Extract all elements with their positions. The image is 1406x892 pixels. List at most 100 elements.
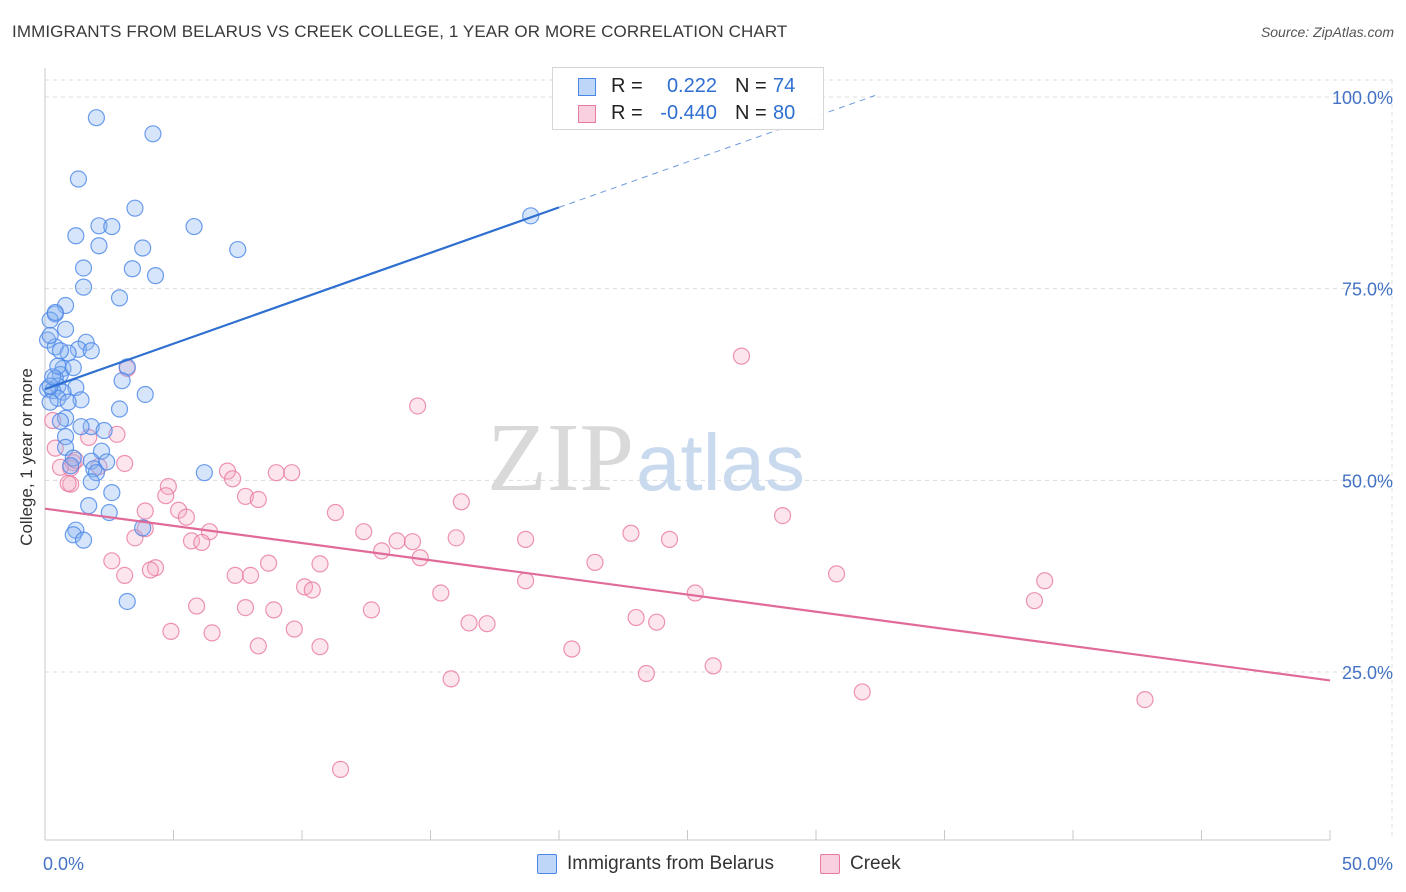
y-tick-label: 50.0%: [1342, 471, 1393, 491]
y-axis-title: College, 1 year or more: [17, 368, 36, 546]
data-point: [64, 526, 82, 544]
trendline-creek: [44, 507, 1331, 682]
tick-labels: 25.0% 50.0% 75.0% 100.0% 0.0% 50.0%: [43, 88, 1393, 874]
data-point: [627, 608, 645, 627]
data-point: [136, 385, 154, 404]
data-point: [136, 502, 154, 520]
data-point: [141, 561, 159, 579]
data-point: [226, 566, 244, 585]
data-point: [355, 523, 373, 541]
data-point: [409, 397, 427, 415]
stats-row-belarus: R = 0.222 N = 74: [553, 74, 823, 100]
data-point: [123, 260, 141, 278]
data-point: [224, 470, 242, 488]
data-point: [853, 683, 871, 701]
y-tick-label: 100.0%: [1332, 88, 1393, 108]
data-point: [116, 566, 134, 585]
data-point: [49, 357, 67, 375]
stats-r-label: R =: [611, 102, 643, 124]
data-point: [103, 217, 121, 236]
data-point: [195, 464, 213, 482]
data-point: [686, 584, 704, 602]
y-tick-label: 25.0%: [1342, 663, 1393, 683]
stats-r-value: 0.222: [666, 75, 717, 97]
data-point: [118, 592, 136, 611]
x-tick-label-max: 50.0%: [1342, 854, 1393, 874]
stats-swatch-blue: [578, 78, 596, 96]
data-point: [236, 598, 255, 617]
data-point: [56, 409, 75, 427]
data-point: [103, 484, 121, 502]
data-point: [478, 615, 496, 633]
data-point: [69, 170, 88, 188]
data-point: [157, 487, 175, 505]
data-point: [62, 457, 80, 475]
stats-n-label: N =: [735, 75, 767, 97]
data-point: [87, 464, 106, 482]
data-point: [326, 503, 345, 522]
data-point: [331, 760, 350, 778]
trendline-belarus: [44, 206, 560, 391]
data-point: [116, 454, 134, 473]
data-point: [126, 199, 144, 217]
data-point: [146, 267, 165, 285]
data-point: [51, 342, 70, 360]
data-point: [773, 506, 792, 525]
data-point: [827, 565, 846, 583]
chart-source: Source: ZipAtlas.com: [1260, 24, 1394, 40]
data-point: [1036, 572, 1054, 590]
creek-points: [44, 347, 1154, 778]
stats-n-label: N =: [735, 102, 767, 124]
data-point: [648, 613, 666, 631]
data-point: [285, 620, 303, 638]
data-point: [362, 601, 380, 619]
data-point: [46, 303, 64, 322]
data-point: [74, 531, 93, 549]
data-point: [64, 359, 82, 377]
legend-swatch-blue: [537, 854, 557, 874]
data-point: [516, 572, 535, 590]
data-point: [41, 393, 59, 411]
stats-swatch-pink: [578, 105, 596, 123]
stats-r-label: R =: [611, 75, 643, 97]
data-point: [103, 552, 121, 570]
x-tick-label-min: 0.0%: [43, 854, 84, 874]
legend: Immigrants from Belarus Creek: [0, 852, 1406, 878]
data-point: [144, 125, 162, 143]
data-point: [72, 391, 90, 409]
data-point: [51, 412, 70, 430]
stats-r-value: -0.440: [660, 102, 717, 124]
watermark-atlas: atlas: [636, 418, 805, 507]
data-point: [1136, 690, 1154, 709]
watermark-zip: ZIP: [487, 404, 634, 512]
data-point: [622, 524, 640, 542]
data-point: [82, 473, 100, 491]
data-point: [236, 487, 255, 506]
data-point: [442, 670, 460, 688]
data-point: [56, 320, 75, 338]
data-point: [74, 259, 93, 277]
data-point: [90, 237, 108, 255]
axis-layer: [44, 68, 1331, 841]
legend-label: Creek: [850, 853, 901, 874]
data-point: [193, 533, 211, 552]
data-point: [373, 542, 391, 560]
data-point: [704, 657, 722, 675]
data-point: [49, 389, 67, 407]
data-point: [452, 493, 470, 511]
data-point: [110, 289, 129, 307]
data-point: [447, 529, 465, 547]
stats-box: R = 0.222 N = 74 R = -0.440 N = 80: [552, 67, 824, 130]
data-point: [311, 638, 329, 656]
y-tick-label: 75.0%: [1342, 280, 1393, 300]
stats-n-value: 80: [773, 102, 796, 124]
data-point: [229, 240, 247, 259]
data-point: [242, 566, 260, 585]
data-point: [1025, 592, 1044, 610]
belarus-points: [38, 109, 540, 611]
data-point: [134, 239, 152, 257]
data-point: [95, 421, 113, 440]
stats-row-creek: R = -0.440 N = 80: [553, 101, 823, 127]
